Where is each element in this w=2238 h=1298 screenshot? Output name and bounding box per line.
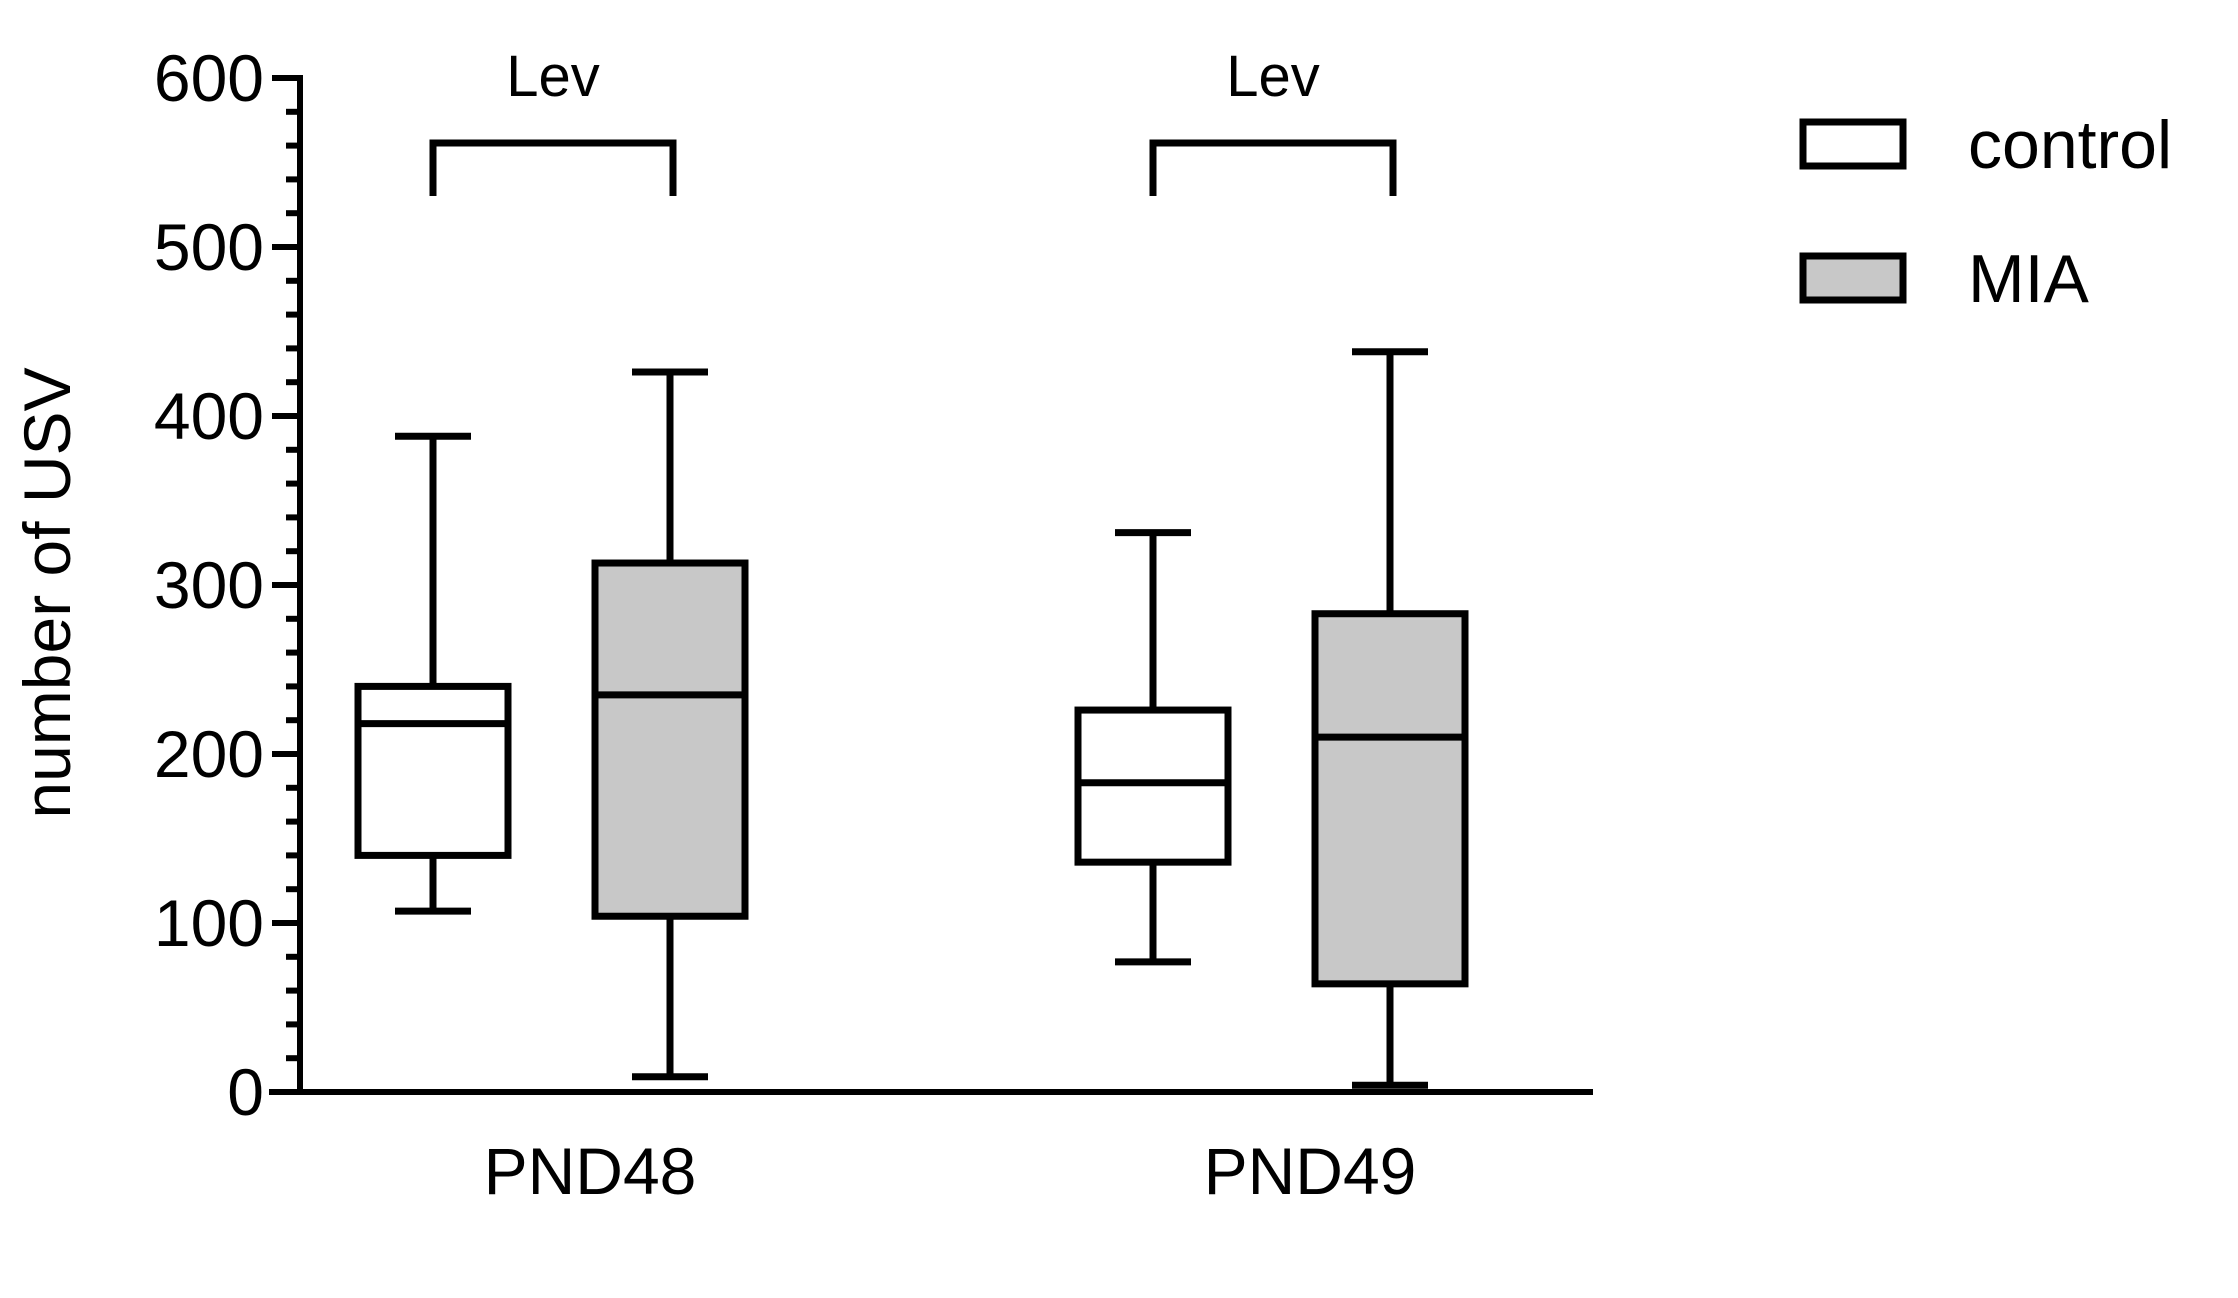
legend-label: control <box>1968 107 2172 183</box>
significance-bracket: Lev <box>1149 44 1397 196</box>
iqr-box <box>354 682 512 859</box>
box-mia-pnd48 <box>591 368 749 1081</box>
y-axis-title: number of USV <box>10 367 84 818</box>
box-control-pnd48 <box>354 432 512 915</box>
y-tick-label: 500 <box>154 210 264 284</box>
legend-item-control: control <box>1799 107 2172 183</box>
bracket-line <box>1149 139 1397 196</box>
y-tick-label: 400 <box>154 379 264 453</box>
legend-swatch <box>1799 118 1907 170</box>
y-tick-label: 0 <box>227 1055 264 1129</box>
bracket-label: Lev <box>1226 44 1320 109</box>
iqr-box <box>591 559 749 920</box>
bracket-line <box>429 139 677 196</box>
bracket-label: Lev <box>506 44 600 109</box>
legend-item-mia: MIA <box>1799 241 2090 317</box>
box-mia-pnd49 <box>1311 348 1469 1089</box>
box-control-pnd49 <box>1074 529 1232 966</box>
y-tick-label: 200 <box>154 717 264 791</box>
x-category-label: PND49 <box>1204 1134 1417 1208</box>
iqr-box <box>1311 610 1469 988</box>
x-category-label: PND48 <box>484 1134 697 1208</box>
significance-bracket: Lev <box>429 44 677 196</box>
y-tick-label: 600 <box>154 41 264 115</box>
legend-swatch <box>1799 252 1907 304</box>
y-tick-label: 100 <box>154 886 264 960</box>
y-tick-label: 300 <box>154 548 264 622</box>
legend-label: MIA <box>1968 241 2090 317</box>
